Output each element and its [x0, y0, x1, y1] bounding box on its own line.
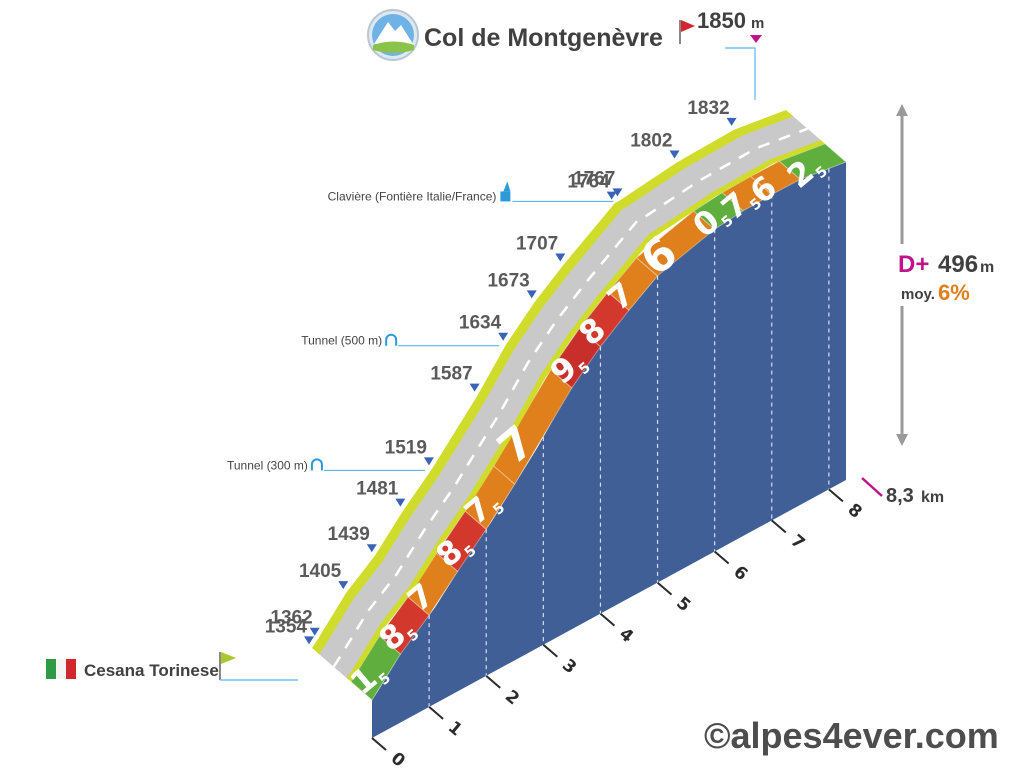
start-flag-icon — [219, 652, 236, 680]
altitude-pointer-icon — [726, 117, 737, 126]
altitude-pointer-icon — [498, 332, 509, 341]
start-name: Cesana Torinese — [84, 661, 219, 680]
km-tick-label: 1 — [444, 717, 466, 740]
km-tick-mark — [485, 675, 501, 689]
altitude-pointer-icon — [526, 290, 537, 299]
altitude-marker-label: 1634 — [459, 313, 502, 334]
km-tick-label: 7 — [787, 531, 809, 554]
total-distance-unit: km — [921, 489, 944, 506]
altitude-pointer-icon — [309, 627, 320, 636]
start-block: Cesana Torinese — [46, 652, 298, 681]
km-tick-mark — [713, 550, 730, 565]
summit-altitude-unit: m — [751, 15, 764, 32]
km-tick-mark — [371, 737, 387, 751]
altitude-marker-label: 1587 — [430, 364, 472, 385]
altitude-pointer-icon — [366, 544, 377, 553]
altitude-pointer-icon — [423, 457, 434, 466]
altitude-marker-label: 1519 — [385, 437, 427, 458]
altitude-marker-label: 1802 — [630, 130, 672, 151]
average-value: 6% — [938, 280, 970, 305]
km-tick-label: 6 — [729, 562, 751, 585]
km-tick-mark — [771, 519, 787, 534]
km-tick-mark — [828, 488, 844, 503]
altitude-pointer-icon — [338, 581, 349, 590]
km-tick-mark — [656, 581, 673, 596]
altitude-marker-label: 1439 — [328, 524, 370, 545]
total-distance: 8,3 km — [861, 477, 944, 507]
distance-leader-line — [861, 477, 883, 497]
summit-altitude: 1850 — [697, 8, 746, 33]
altitude-marker-label: 1707 — [516, 234, 558, 255]
tunnel-icon — [310, 458, 323, 471]
altitude-marker-label: 1832 — [687, 98, 729, 119]
km-tick-label: 3 — [558, 655, 580, 678]
km-tick-mark — [599, 612, 616, 627]
altitude-marker-label: 1481 — [356, 479, 399, 500]
summit-leader-line — [725, 47, 756, 100]
altitude-pointer-icon — [612, 188, 623, 197]
altitude-marker-label: 1354 — [265, 616, 308, 637]
km-tick-mark — [542, 643, 558, 658]
profile-side-wall — [372, 162, 846, 738]
altitude-pointer-icon — [555, 253, 566, 262]
km-tick-label: 5 — [672, 593, 694, 616]
elevation-summary: D+ 496 m moy. 6% — [890, 104, 1000, 446]
dplus-label: D+ — [898, 251, 929, 278]
annotation-label: Tunnel (300 m) — [227, 458, 308, 472]
summit-flag-icon — [679, 20, 695, 44]
annotation-label: Tunnel (500 m) — [301, 334, 382, 348]
route-annotations: Clavière (Fontière Italie/France) Tunnel … — [227, 181, 614, 472]
km-tick-label: 8 — [844, 500, 866, 523]
dplus-value: 496 — [938, 251, 978, 278]
altitude-pointer-icon — [304, 636, 314, 645]
km-tick-label: 2 — [501, 686, 523, 709]
road-surface — [318, 115, 824, 681]
altitude-pointer-icon — [669, 150, 680, 159]
copyright-text: ©alpes4ever.com — [704, 715, 999, 756]
chart-title: Col de Montgenèvre — [424, 24, 663, 52]
km-tick-label: 0 — [387, 749, 409, 768]
total-distance-value: 8,3 — [886, 485, 914, 507]
annotation-label: Clavière (Fontière Italie/France) — [328, 189, 497, 203]
altitude-marker-label: 1767 — [573, 168, 615, 189]
km-tick-mark — [428, 706, 444, 720]
altitude-marker-label: 1764 — [567, 172, 610, 193]
tunnel-icon — [385, 333, 398, 346]
altitude-pointer-icon — [606, 191, 617, 200]
altitude-pointer-icon — [469, 383, 480, 392]
altitude-pointer-icon — [395, 498, 406, 507]
average-label: moy. — [901, 286, 935, 303]
altitude-marker-label: 1405 — [299, 561, 342, 582]
side-wall-fill — [372, 162, 846, 738]
mountain-logo-icon — [367, 9, 419, 61]
summit-pointer-icon — [750, 35, 762, 43]
dplus-unit: m — [980, 259, 994, 276]
altitude-marker-label: 1362 — [270, 608, 312, 629]
title-block: Col de Montgenèvre 1850 m — [367, 8, 764, 100]
italy-flag-icon — [46, 659, 76, 679]
road-centre-line — [332, 127, 809, 668]
altitude-marker-label: 1673 — [487, 270, 529, 291]
km-tick-label: 4 — [615, 624, 637, 647]
church-icon — [500, 181, 511, 202]
